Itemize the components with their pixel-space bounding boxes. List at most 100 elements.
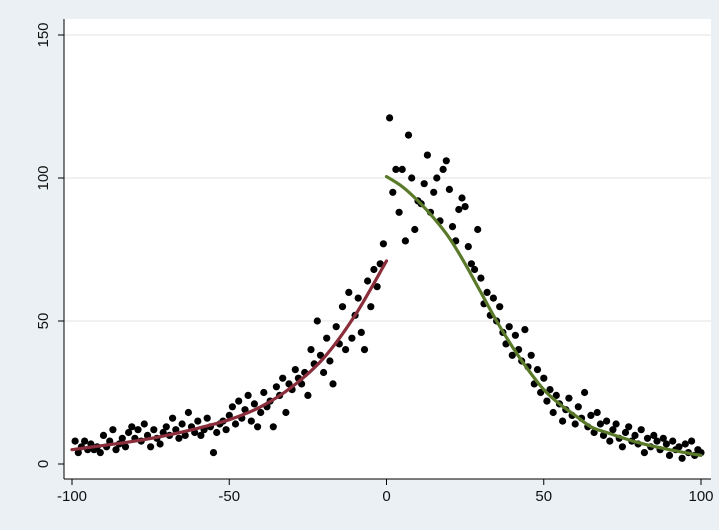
data-point (96, 449, 104, 457)
x-tick-label: 0 (382, 488, 390, 505)
data-point (420, 180, 428, 188)
data-point (612, 420, 620, 428)
data-point (505, 323, 513, 331)
data-point (112, 446, 120, 454)
data-point (118, 434, 126, 442)
data-point (552, 391, 560, 399)
data-point (326, 357, 334, 365)
data-point (669, 437, 677, 445)
data-point (508, 351, 516, 359)
data-point (401, 237, 409, 245)
data-point (247, 417, 255, 425)
data-point (348, 334, 356, 342)
data-point (320, 368, 328, 377)
data-point (282, 408, 290, 417)
data-point (376, 260, 384, 268)
data-point (543, 397, 551, 405)
data-point (370, 265, 378, 274)
data-point (364, 277, 372, 285)
data-point (345, 288, 353, 296)
data-point (433, 174, 441, 182)
data-point (533, 366, 542, 374)
data-point (225, 411, 233, 419)
data-point (323, 334, 331, 342)
data-point (147, 443, 155, 451)
data-point (521, 326, 529, 334)
plot-area (64, 19, 711, 479)
data-point (150, 426, 158, 434)
data-point (342, 346, 350, 354)
data-point (128, 423, 136, 431)
data-point (329, 380, 337, 388)
data-point (162, 423, 170, 431)
data-point (250, 400, 258, 408)
y-tick-label: 50 (35, 313, 52, 330)
data-point (596, 420, 605, 428)
data-point (467, 260, 475, 268)
data-point (688, 437, 696, 445)
axes: 0 50 100 150 -100 -50 0 50 100 (35, 19, 714, 505)
data-point (618, 443, 627, 451)
data-point (546, 386, 554, 394)
data-point (184, 408, 192, 417)
data-point (379, 240, 387, 248)
data-point (291, 366, 299, 374)
data-point (423, 151, 431, 159)
data-point (354, 294, 362, 302)
data-point (653, 437, 661, 445)
data-point (81, 437, 89, 445)
data-point (169, 414, 177, 422)
data-point (404, 131, 413, 139)
data-point (458, 194, 466, 202)
data-point (269, 423, 277, 431)
data-point (99, 431, 108, 439)
data-point (643, 434, 652, 442)
data-point (483, 288, 491, 296)
data-point (228, 403, 236, 411)
data-point (156, 440, 164, 448)
data-point (398, 165, 406, 173)
data-point (445, 185, 453, 193)
data-point (640, 449, 649, 457)
data-point (71, 437, 79, 445)
data-point (650, 431, 658, 439)
data-point (609, 426, 617, 434)
data-point (121, 443, 130, 451)
data-point (203, 414, 211, 422)
data-point (338, 303, 347, 311)
data-point (461, 203, 469, 211)
data-point (109, 426, 117, 434)
data-point (587, 411, 595, 419)
data-point (678, 454, 686, 462)
data-point (496, 303, 504, 311)
data-point (360, 346, 369, 354)
y-tick-label: 150 (35, 22, 52, 47)
data-point (511, 331, 519, 339)
data-point (285, 380, 293, 388)
data-point (659, 434, 667, 442)
data-point (681, 440, 689, 448)
left-fit-line (70, 259, 389, 452)
data-point (254, 423, 262, 431)
data-point (304, 391, 312, 399)
data-point (197, 431, 205, 439)
fit-lines (70, 175, 703, 457)
data-point (621, 428, 630, 437)
data-point (439, 165, 447, 173)
data-point (181, 431, 189, 439)
data-point (272, 383, 280, 391)
data-point (489, 294, 497, 302)
data-point (140, 420, 148, 428)
data-point (395, 208, 403, 216)
data-point (307, 346, 315, 354)
data-point (386, 114, 394, 122)
data-point (134, 426, 142, 434)
x-tick-label: -50 (218, 488, 240, 505)
data-point (411, 225, 419, 234)
data-point (332, 323, 340, 331)
x-tick-label: -100 (57, 488, 87, 505)
data-point (549, 408, 557, 417)
x-tick-label: 50 (535, 488, 552, 505)
x-tick-label: 100 (688, 488, 713, 505)
